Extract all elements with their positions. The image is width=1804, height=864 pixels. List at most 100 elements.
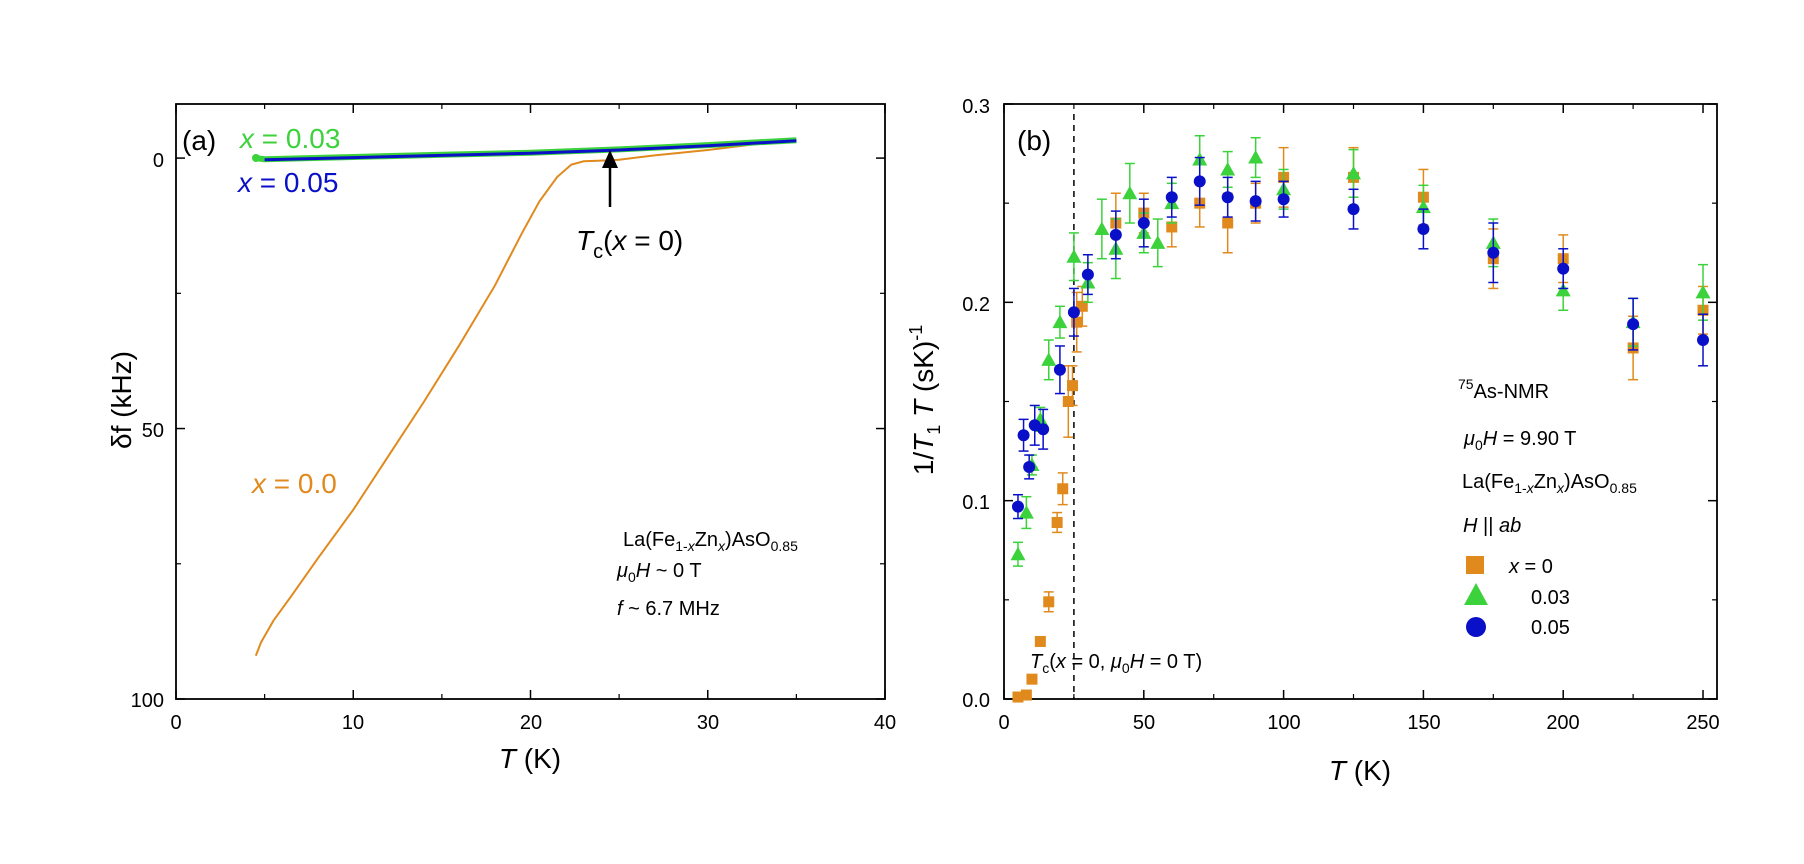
legend-title: H || ab (1463, 515, 1521, 537)
data-point-circle (1487, 246, 1500, 259)
data-point-triangle (1346, 165, 1362, 180)
a-ytick-label: 50 (142, 420, 164, 442)
legend-label-x005: 0.05 (1531, 617, 1570, 639)
b-xtick-label: 0 (998, 712, 1009, 734)
data-point-circle (1017, 429, 1030, 442)
legend-b: H || ab x = 0 0.03 0.05 (1463, 515, 1570, 639)
data-point-circle (1011, 500, 1024, 513)
data-point-circle (1037, 423, 1050, 436)
data-point-triangle (1052, 314, 1068, 329)
data-point-triangle (1018, 505, 1034, 519)
b-ytick-label: 0.3 (962, 96, 990, 118)
tc-label-b: Tc(x = 0, μ0H = 0 T) (1030, 651, 1202, 676)
a-xtick-label: 10 (342, 712, 364, 734)
data-point-square (1026, 673, 1038, 685)
b-ytick-label: 0.2 (962, 294, 990, 316)
panel-b: 0 50 100 150 200 250 0.0 0.1 0.2 0.3 T (… (906, 96, 1720, 786)
a-xtick-label: 0 (170, 712, 181, 734)
b-info-nmr: 75As-NMR (1458, 376, 1549, 403)
data-point-square (1051, 516, 1063, 528)
b-info-composition: La(Fe1-xZnx)AsO0.85 (1462, 471, 1637, 496)
tc-arrow (602, 150, 618, 207)
data-point-circle (1557, 262, 1570, 275)
data-point-square (1071, 316, 1083, 328)
panel-b-points (1010, 134, 1711, 703)
b-xtick-label: 100 (1267, 712, 1300, 734)
data-point-circle (1067, 306, 1080, 319)
b-xtick-label: 50 (1133, 712, 1155, 734)
panel-label-b: (b) (1017, 125, 1051, 156)
b-info-field: μ0H = 9.90 T (1463, 428, 1576, 453)
panel-label-a: (a) (182, 125, 216, 156)
b-xtick-label: 150 (1407, 712, 1440, 734)
data-point-square (1043, 596, 1055, 608)
data-point-square (1062, 396, 1074, 407)
panel-b-tick-labels: 0 50 100 150 200 250 0.0 0.1 0.2 0.3 (962, 96, 1720, 734)
data-point-circle (1053, 363, 1066, 376)
data-point-triangle (1248, 150, 1264, 164)
legend-label-x003: 0.03 (1531, 587, 1570, 609)
b-x-axis-label: T (K) (1329, 755, 1391, 786)
a-y-axis-label: δf (kHz) (106, 351, 137, 449)
data-point-circle (1221, 191, 1234, 204)
data-point-triangle (1094, 221, 1110, 235)
data-point-triangle (1041, 352, 1057, 366)
data-point-circle (1165, 191, 1178, 204)
b-ytick-label: 0.1 (962, 492, 990, 514)
a-xtick-label: 20 (520, 712, 542, 734)
a-info-composition: La(Fe1-xZnx)AsO0.85 (623, 529, 798, 554)
legend-marker-triangle (1464, 583, 1488, 605)
data-point-circle (1081, 268, 1094, 281)
b-xtick-label: 250 (1686, 712, 1719, 734)
a-x-axis-label: T (K) (499, 743, 561, 774)
data-point-square (1076, 300, 1088, 312)
data-point-square (1057, 483, 1069, 495)
data-point-square (1166, 221, 1178, 233)
b-ytick-label: 0.0 (962, 690, 990, 712)
data-point-circle (1249, 195, 1262, 208)
series-label-x-0.05: x = 0.05 (236, 167, 338, 198)
a-xtick-label: 30 (697, 712, 719, 734)
legend-marker-circle (1466, 617, 1486, 637)
legend-marker-square (1466, 556, 1484, 574)
panel-a-lines (252, 137, 797, 657)
legend-label-x0: x = 0 (1508, 556, 1553, 578)
data-point-triangle (1010, 546, 1026, 561)
panel-a-tick-labels: 0 10 20 30 40 0 50 100 (131, 150, 897, 734)
a-info-field: μ0H ~ 0 T (616, 560, 702, 585)
panel-a-ticks (175, 104, 886, 700)
b-xtick-label: 200 (1546, 712, 1579, 734)
a-ytick-label: 0 (153, 150, 164, 172)
a-xtick-label: 40 (874, 712, 896, 734)
data-point-circle (1697, 334, 1710, 347)
data-point-square (1067, 380, 1079, 392)
tc-label-a: Tc(x = 0) (576, 225, 683, 263)
data-point-circle (1417, 222, 1430, 235)
series-line-x-0.0 (254, 139, 797, 657)
data-point-square (1020, 689, 1032, 701)
data-point-circle (1109, 228, 1122, 241)
data-point-circle (1137, 217, 1150, 229)
a-info-frequency: f ~ 6.7 MHz (617, 598, 720, 620)
data-point-square (1034, 635, 1046, 647)
a-ytick-label: 100 (131, 690, 164, 712)
data-point-circle (1193, 175, 1206, 188)
series-start-dot-x-0.03 (252, 154, 260, 162)
series-label-x-0.0: x = 0.0 (250, 468, 337, 499)
data-point-triangle (1150, 235, 1166, 249)
series-line-x-0.05 (264, 139, 797, 162)
data-point-triangle (1555, 282, 1571, 297)
data-point-triangle (1122, 185, 1138, 200)
data-point-triangle (1220, 161, 1236, 176)
data-point-triangle (1066, 249, 1082, 263)
data-point-circle (1277, 193, 1290, 206)
b-y-axis-label: 1/T1 T (sK)-1 (906, 325, 944, 476)
data-point-circle (1627, 318, 1640, 331)
data-point-circle (1347, 203, 1360, 216)
data-point-square (1222, 217, 1234, 229)
data-point-triangle (1695, 284, 1711, 299)
data-point-circle (1023, 460, 1036, 473)
data-point-square (1012, 691, 1024, 703)
series-label-x-0.03: x = 0.03 (238, 123, 340, 154)
